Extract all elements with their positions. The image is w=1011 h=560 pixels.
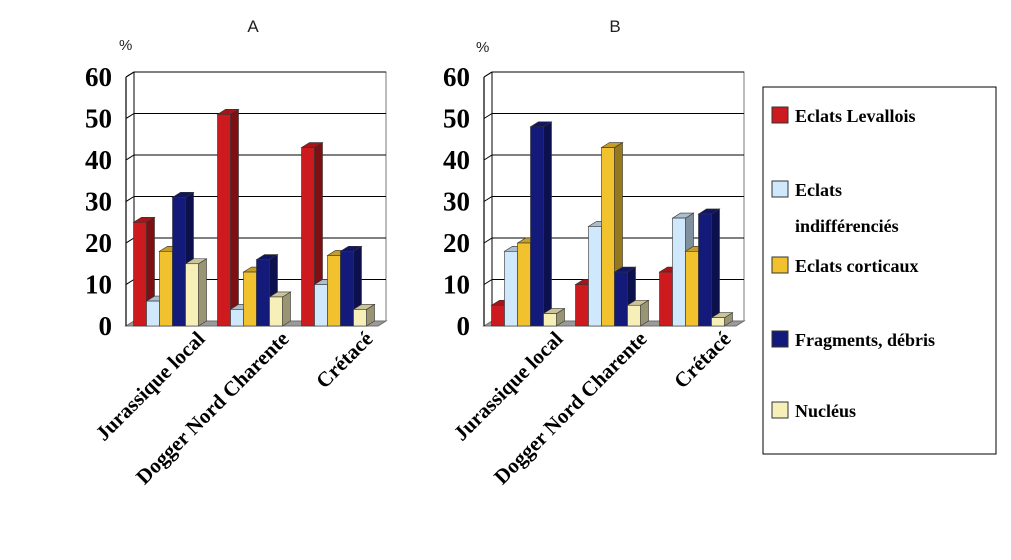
x-tick-label: Dogger Nord Charente xyxy=(489,327,651,489)
bar xyxy=(529,121,553,327)
y-tick-label: 20 xyxy=(85,228,112,258)
legend-box xyxy=(762,86,997,455)
legend-item: Eclats corticaux xyxy=(771,256,918,276)
y-tick-label: 10 xyxy=(85,270,112,300)
y-tick-label: 0 xyxy=(457,311,471,341)
legend-swatch xyxy=(771,401,789,419)
y-tick-label: 20 xyxy=(443,228,470,258)
y-tick-label: 50 xyxy=(443,104,470,134)
bar xyxy=(697,208,721,327)
y-tick-label: 40 xyxy=(85,145,112,175)
legend-swatch xyxy=(771,106,789,124)
legend-item: Nucléus xyxy=(771,401,856,421)
bar xyxy=(626,299,650,327)
y-axis-cap xyxy=(483,71,493,78)
y-tick-label: 60 xyxy=(85,62,112,92)
y-tick-label: 30 xyxy=(443,187,470,217)
bar xyxy=(216,108,240,327)
y-tick-label: 40 xyxy=(443,145,470,175)
bar xyxy=(352,303,376,327)
legend-label: Eclats xyxy=(795,180,842,200)
legend-swatch xyxy=(771,180,789,198)
bar xyxy=(542,308,566,327)
legend: Eclats LevalloisEclatsindifférenciésEcla… xyxy=(762,86,997,455)
legend-label: indifférenciés xyxy=(795,216,899,236)
chart-title: B xyxy=(609,17,620,36)
bar xyxy=(184,258,208,327)
x-tick-label: Dogger Nord Charente xyxy=(131,327,293,489)
y-tick-label: 30 xyxy=(85,187,112,217)
y-tick-label: 50 xyxy=(85,104,112,134)
x-tick-label: Crétacé xyxy=(311,327,377,393)
legend-label: Nucléus xyxy=(795,401,856,421)
legend-label: Fragments, débris xyxy=(795,330,935,350)
y-tick-label: 60 xyxy=(443,62,470,92)
legend-swatch xyxy=(771,330,789,348)
legend-swatch xyxy=(771,256,789,274)
legend-item: Eclats indifférenciés xyxy=(771,180,899,236)
bar xyxy=(710,312,734,327)
y-axis-unit-label: % xyxy=(476,39,489,56)
bar xyxy=(268,291,292,327)
y-tick-label: 0 xyxy=(99,311,113,341)
y-axis-unit-label: % xyxy=(119,37,132,54)
bar xyxy=(255,254,279,327)
chart-title: A xyxy=(247,17,259,36)
legend-label: Eclats Levallois xyxy=(795,106,916,126)
y-axis-cap xyxy=(125,71,135,78)
x-tick-label: Crétacé xyxy=(669,327,735,393)
legend-label: Eclats corticaux xyxy=(795,256,918,276)
legend-item: Fragments, débris xyxy=(771,330,935,350)
bar xyxy=(300,142,324,327)
legend-item: Eclats Levallois xyxy=(771,106,916,126)
y-tick-label: 10 xyxy=(443,270,470,300)
